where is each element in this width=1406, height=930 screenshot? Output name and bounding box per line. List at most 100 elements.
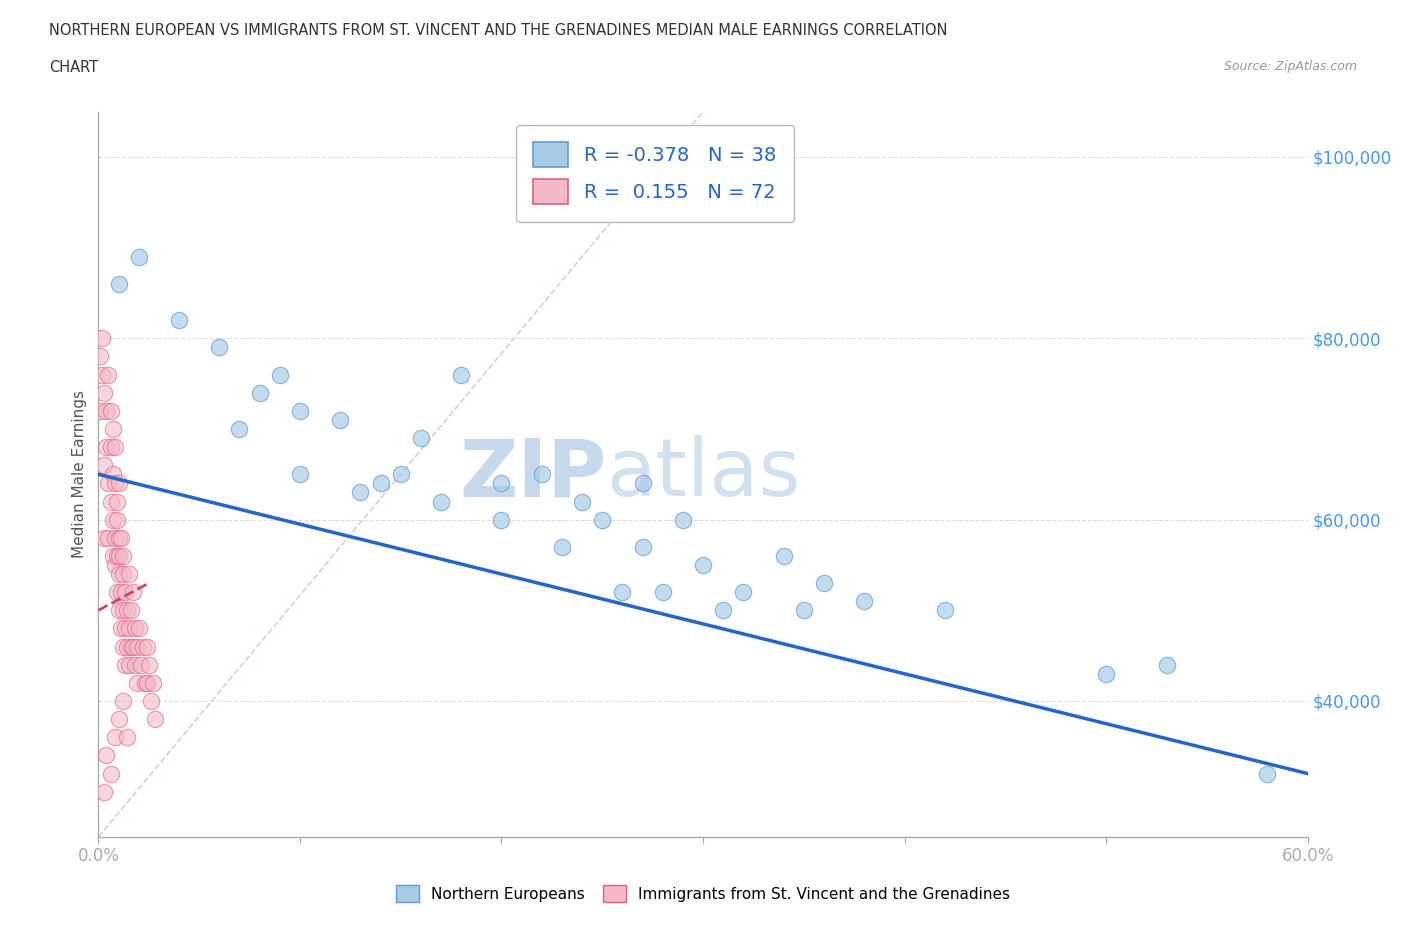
Point bbox=[97, 476, 120, 491]
Point bbox=[551, 539, 574, 554]
Point bbox=[107, 711, 129, 726]
Point bbox=[93, 784, 115, 799]
Point bbox=[103, 530, 125, 545]
Point bbox=[370, 476, 392, 491]
Point bbox=[100, 404, 122, 418]
Point bbox=[651, 585, 673, 600]
Point bbox=[571, 494, 593, 509]
Point bbox=[124, 658, 146, 672]
Point bbox=[430, 494, 453, 509]
Point bbox=[288, 404, 311, 418]
Point bbox=[934, 603, 956, 618]
Point bbox=[118, 621, 141, 636]
Point bbox=[103, 440, 125, 455]
Point bbox=[135, 639, 157, 654]
Point bbox=[107, 566, 129, 581]
Point bbox=[100, 494, 122, 509]
Point bbox=[142, 675, 165, 690]
Point bbox=[105, 512, 128, 527]
Point bbox=[105, 494, 128, 509]
Text: ZIP: ZIP bbox=[458, 435, 606, 513]
Point bbox=[813, 576, 835, 591]
Point bbox=[105, 585, 128, 600]
Point bbox=[110, 585, 132, 600]
Point bbox=[96, 404, 118, 418]
Point bbox=[111, 694, 134, 709]
Point bbox=[228, 421, 250, 436]
Point bbox=[93, 458, 115, 472]
Point bbox=[138, 658, 160, 672]
Point bbox=[1095, 667, 1118, 682]
Point bbox=[89, 404, 111, 418]
Text: Source: ZipAtlas.com: Source: ZipAtlas.com bbox=[1223, 60, 1357, 73]
Point bbox=[349, 485, 371, 500]
Text: atlas: atlas bbox=[606, 435, 800, 513]
Point bbox=[672, 512, 695, 527]
Point bbox=[491, 476, 513, 491]
Point bbox=[96, 748, 118, 763]
Point bbox=[269, 367, 291, 382]
Point bbox=[107, 603, 129, 618]
Point bbox=[114, 585, 136, 600]
Point bbox=[793, 603, 815, 618]
Point bbox=[118, 658, 141, 672]
Point bbox=[125, 675, 148, 690]
Point bbox=[139, 694, 162, 709]
Point bbox=[692, 558, 714, 573]
Point bbox=[93, 530, 115, 545]
Y-axis label: Median Male Earnings: Median Male Earnings bbox=[72, 391, 87, 558]
Point bbox=[103, 730, 125, 745]
Point bbox=[1156, 658, 1178, 672]
Point bbox=[134, 675, 156, 690]
Point bbox=[110, 621, 132, 636]
Point bbox=[101, 549, 124, 564]
Point bbox=[631, 476, 654, 491]
Point bbox=[450, 367, 472, 382]
Point bbox=[93, 385, 115, 400]
Point bbox=[103, 476, 125, 491]
Point bbox=[115, 639, 138, 654]
Point bbox=[121, 639, 143, 654]
Point bbox=[107, 530, 129, 545]
Point bbox=[132, 639, 155, 654]
Point bbox=[1256, 766, 1278, 781]
Point bbox=[124, 621, 146, 636]
Point bbox=[125, 639, 148, 654]
Point bbox=[100, 766, 122, 781]
Point bbox=[96, 440, 118, 455]
Point bbox=[129, 658, 152, 672]
Point bbox=[143, 711, 166, 726]
Point bbox=[409, 431, 432, 445]
Point bbox=[120, 603, 142, 618]
Legend: Northern Europeans, Immigrants from St. Vincent and the Grenadines: Northern Europeans, Immigrants from St. … bbox=[389, 879, 1017, 909]
Point bbox=[128, 621, 150, 636]
Point bbox=[114, 621, 136, 636]
Point bbox=[89, 349, 111, 364]
Point bbox=[91, 367, 114, 382]
Point bbox=[97, 367, 120, 382]
Legend: R = -0.378   N = 38, R =  0.155   N = 72: R = -0.378 N = 38, R = 0.155 N = 72 bbox=[516, 125, 793, 221]
Point bbox=[120, 639, 142, 654]
Point bbox=[772, 549, 794, 564]
Point bbox=[329, 413, 352, 428]
Point bbox=[107, 476, 129, 491]
Point bbox=[115, 603, 138, 618]
Point bbox=[853, 594, 876, 609]
Point bbox=[107, 276, 129, 291]
Point bbox=[249, 385, 271, 400]
Point bbox=[105, 549, 128, 564]
Point bbox=[167, 312, 190, 327]
Point bbox=[389, 467, 412, 482]
Point bbox=[100, 440, 122, 455]
Point bbox=[97, 530, 120, 545]
Point bbox=[711, 603, 734, 618]
Point bbox=[612, 585, 634, 600]
Point bbox=[111, 639, 134, 654]
Point bbox=[491, 512, 513, 527]
Text: NORTHERN EUROPEAN VS IMMIGRANTS FROM ST. VINCENT AND THE GRENADINES MEDIAN MALE : NORTHERN EUROPEAN VS IMMIGRANTS FROM ST.… bbox=[49, 23, 948, 38]
Point bbox=[101, 467, 124, 482]
Point bbox=[631, 539, 654, 554]
Point bbox=[208, 340, 231, 355]
Point bbox=[121, 585, 143, 600]
Point bbox=[107, 549, 129, 564]
